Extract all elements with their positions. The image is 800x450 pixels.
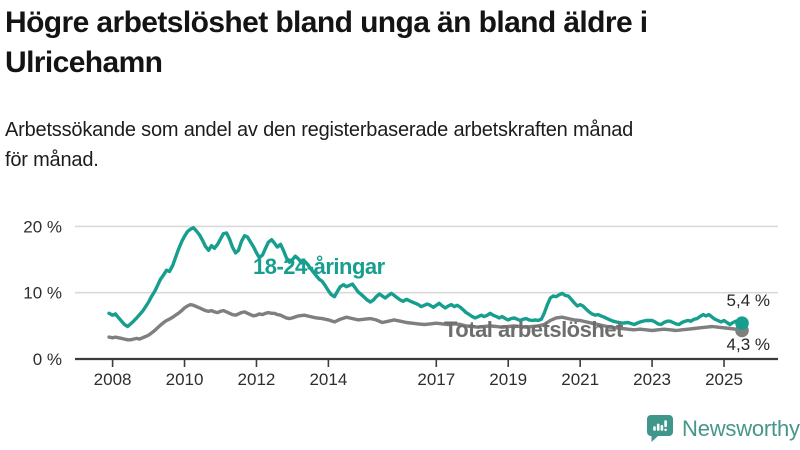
newsworthy-brand[interactable]: Newsworthy xyxy=(646,414,800,444)
y-tick-label-0: 0 % xyxy=(33,350,62,369)
x-tick-label-2012: 2012 xyxy=(238,370,276,389)
x-tick-label-2023: 2023 xyxy=(633,370,671,389)
y-tick-label-20: 20 % xyxy=(23,217,62,236)
chart-subtitle-line2: för månad. xyxy=(5,149,99,171)
x-tick-label-2010: 2010 xyxy=(166,370,204,389)
y-tick-label-10: 10 % xyxy=(23,284,62,303)
page-title: Högre arbetslöshet bland unga än bland ä… xyxy=(5,3,795,83)
series-line-1 xyxy=(107,302,744,342)
page-title-line2: Ulricehamn xyxy=(5,46,163,79)
x-tick-label-2017: 2017 xyxy=(417,370,455,389)
end-value-label-total: 4,3 % xyxy=(726,335,770,354)
chart-subtitle: Arbetssökande som andel av den registerb… xyxy=(5,115,795,175)
x-tick-label-2025: 2025 xyxy=(705,370,743,389)
x-tick-label-2021: 2021 xyxy=(561,370,599,389)
series-label-total: Total arbetslöshet xyxy=(444,317,623,342)
chart-gridlines xyxy=(75,225,778,294)
end-value-label-young: 5,4 % xyxy=(726,291,770,310)
newsworthy-logo-icon xyxy=(647,415,673,442)
series-label-young: 18-24-åringar xyxy=(253,254,385,279)
x-tick-label-2019: 2019 xyxy=(489,370,527,389)
chart-subtitle-line1: Arbetssökande som andel av den registerb… xyxy=(5,119,634,141)
chart-series xyxy=(107,225,749,342)
series-end-dot-0 xyxy=(735,316,749,330)
chart-axis: 0 % 10 % 20 % 2008 2010 2012 2014 2017 2019 2021 2… xyxy=(23,217,778,389)
x-tick-label-2008: 2008 xyxy=(94,370,132,389)
x-tick-label-2014: 2014 xyxy=(309,370,347,389)
series-line-0 xyxy=(107,225,744,329)
newsworthy-wordmark: Newsworthy xyxy=(682,416,800,441)
page-title-line1: Högre arbetslöshet bland unga än bland ä… xyxy=(5,6,648,39)
